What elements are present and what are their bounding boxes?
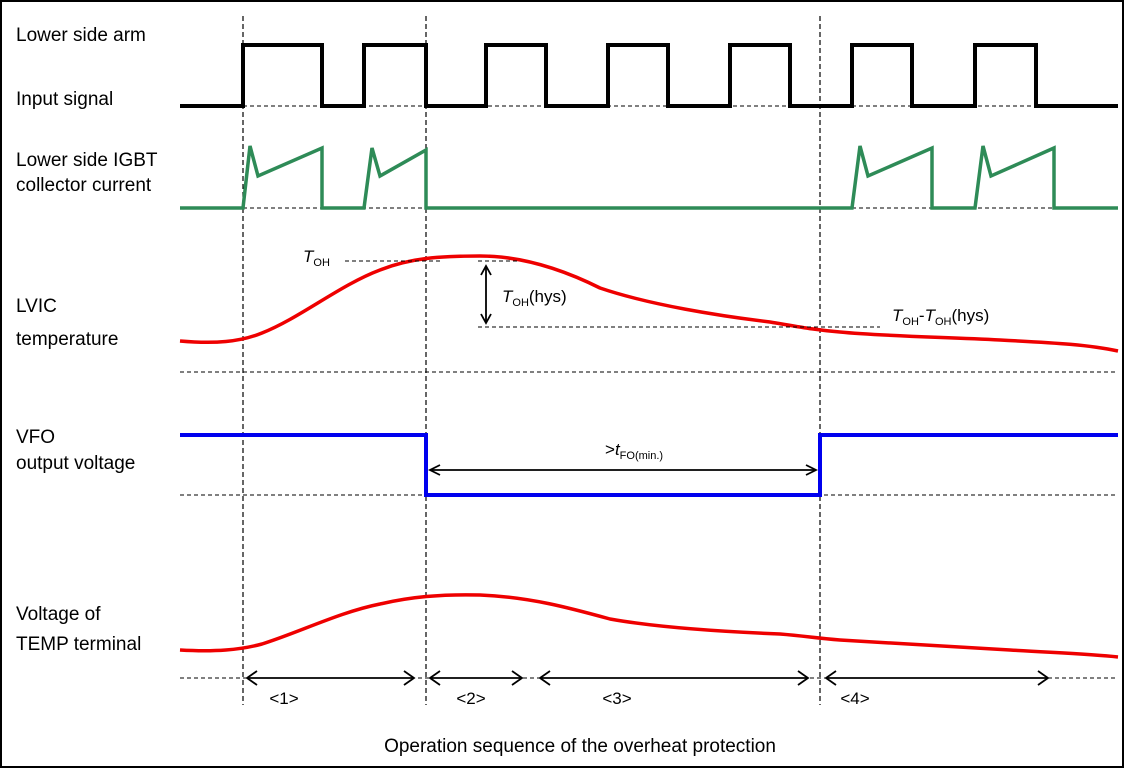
vfo-output-voltage-waveform [180, 433, 1118, 497]
period-4-arrow [824, 670, 1050, 686]
period-2-arrow [428, 670, 524, 686]
collector-current-label-line1: Lower side IGBT [16, 150, 158, 171]
toh-hys-annotation: TOH(hys) [502, 287, 567, 309]
input-signal-label-line1: Lower side arm [16, 25, 146, 46]
toh-annotation: TOH [303, 247, 330, 269]
period-3-arrow [538, 670, 810, 686]
toh-hys-dimension-arrow [480, 264, 492, 325]
toh-minus-hys-annotation: TOH-TOH(hys) [892, 306, 989, 328]
temp-terminal-label-line2: TEMP terminal [16, 634, 141, 655]
input-signal-waveform [180, 43, 1118, 108]
diagram-caption: Operation sequence of the overheat prote… [384, 736, 776, 757]
period-label-2: <2> [456, 689, 485, 708]
tfo-min-annotation: >tFO(min.) [605, 440, 663, 462]
temp-terminal-label-line1: Voltage of [16, 604, 101, 625]
period-1-arrow [245, 670, 416, 686]
period-label-4: <4> [840, 689, 869, 708]
period-label-3: <3> [602, 689, 631, 708]
collector-current-waveform [180, 145, 1118, 210]
vfo-label-line2: output voltage [16, 453, 135, 474]
lvic-temperature-label-line2: temperature [16, 329, 118, 350]
vfo-label-line1: VFO [16, 427, 55, 448]
input-signal-label-line2: Input signal [16, 89, 113, 110]
lvic-temperature-label-line1: LVIC [16, 296, 57, 317]
period-label-1: <1> [269, 689, 298, 708]
lvic-temperature-waveform [179, 254, 1119, 353]
tfo-min-dimension-arrow [427, 464, 819, 476]
temp-terminal-voltage-waveform [179, 593, 1119, 659]
collector-current-label-line2: collector current [16, 175, 152, 196]
